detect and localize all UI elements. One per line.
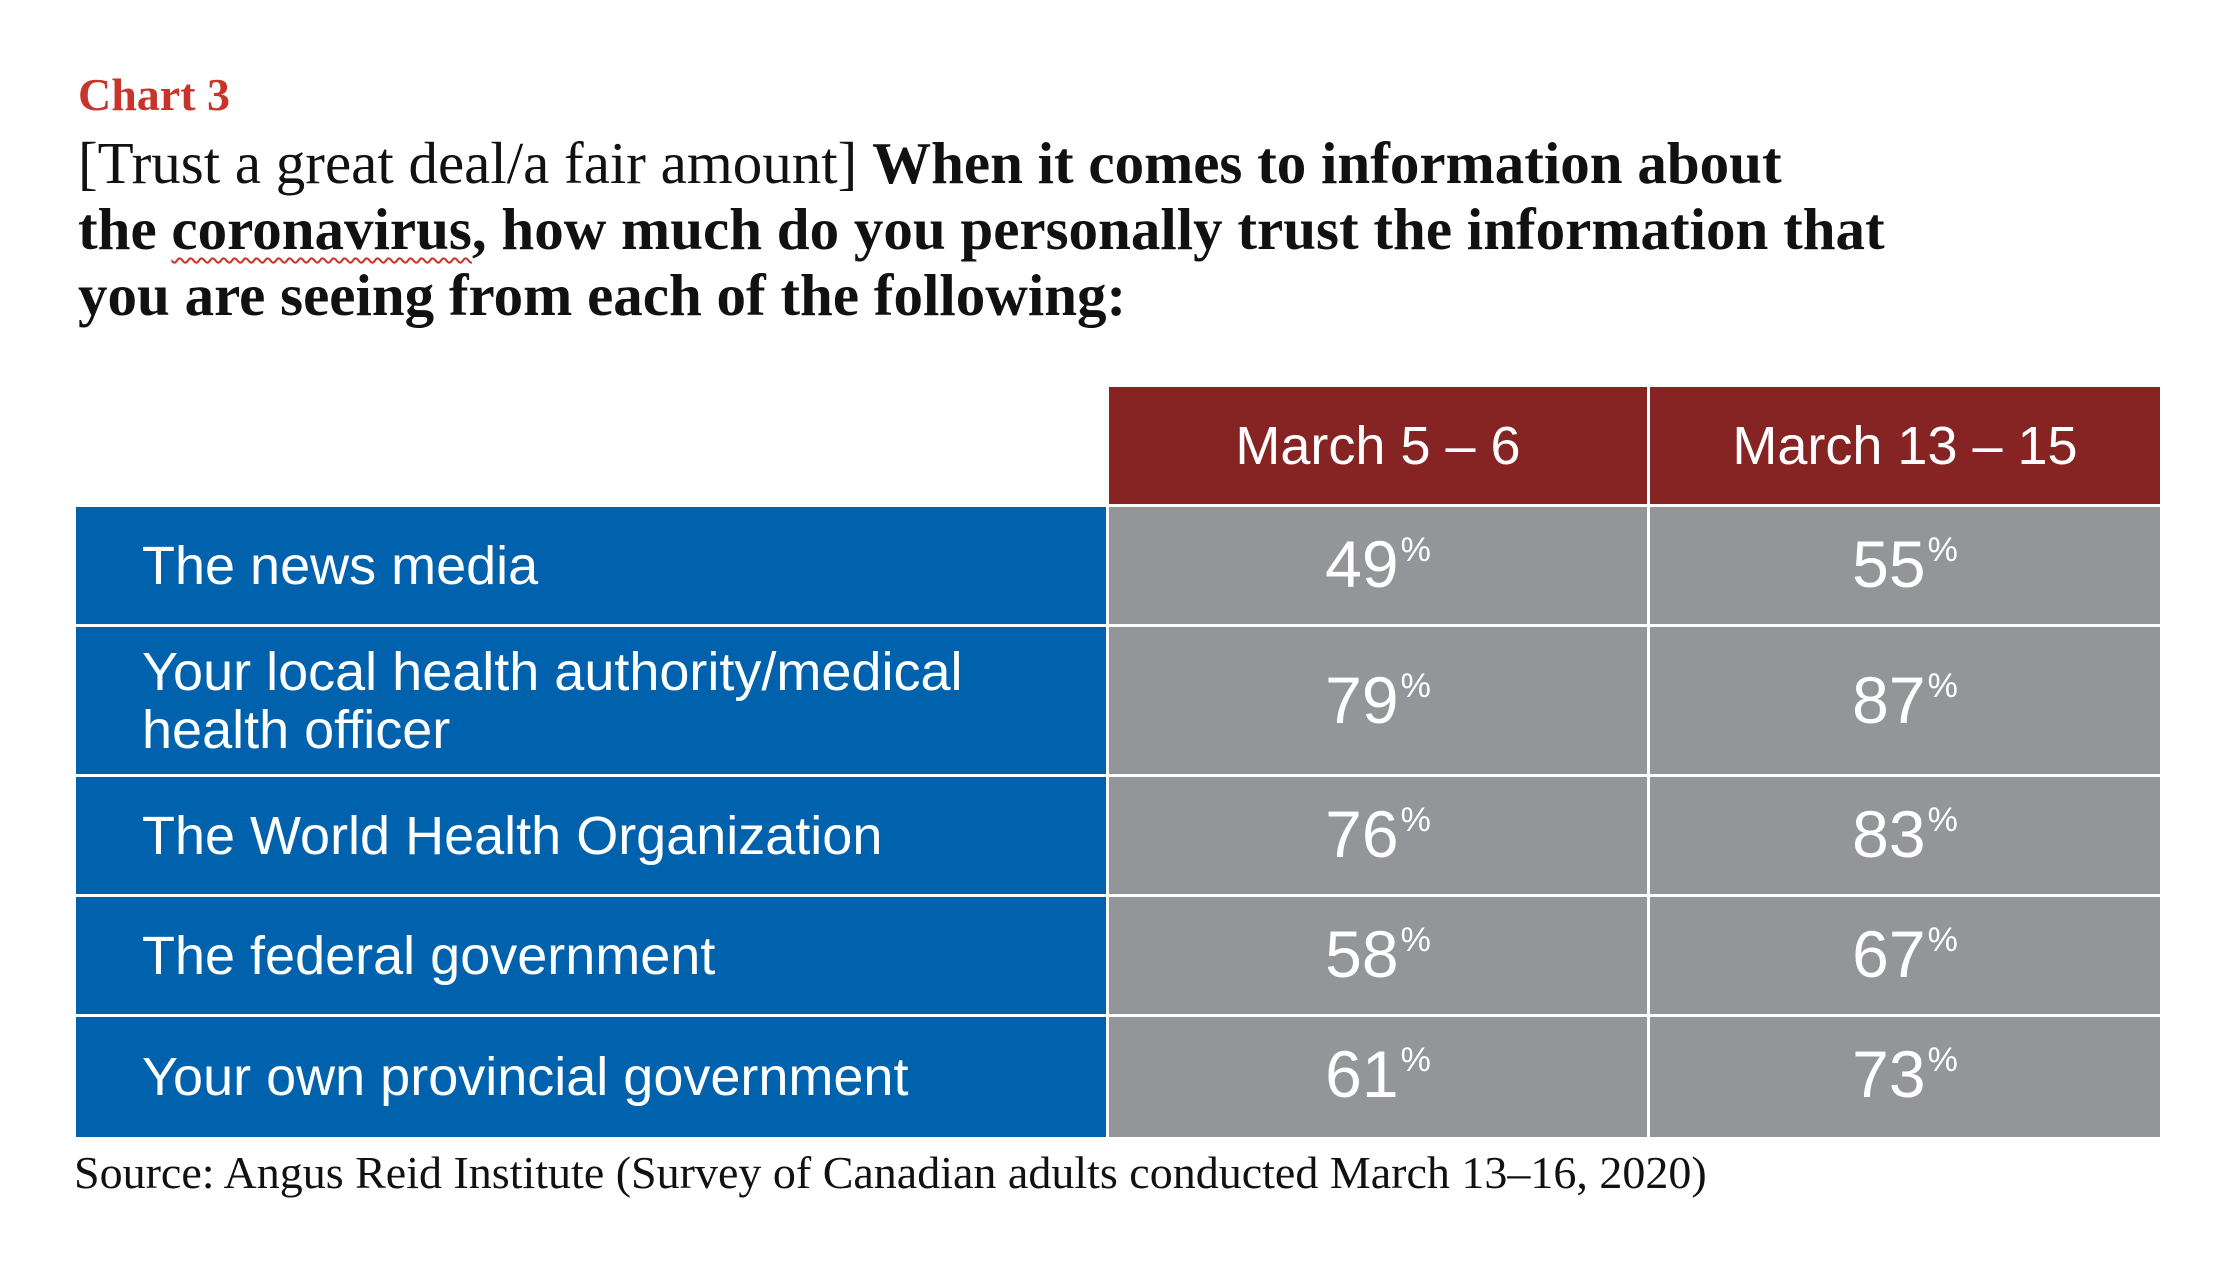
question-text: [Trust a great deal/a fair amount] When … — [78, 130, 2178, 328]
value-cell: 61% — [1109, 1017, 1647, 1137]
value-cell: 73% — [1650, 1017, 2160, 1137]
value-number: 67 — [1852, 917, 1926, 991]
value-number: 73 — [1852, 1037, 1926, 1111]
value-number: 49 — [1325, 527, 1399, 601]
chart-label: Chart 3 — [78, 69, 231, 120]
row-label: The news media — [76, 507, 1106, 624]
percent-sign: % — [1400, 921, 1431, 959]
percent-sign: % — [1927, 1041, 1958, 1079]
source-note: Source: Angus Reid Institute (Survey of … — [74, 1147, 1707, 1198]
value-cell: 67% — [1650, 897, 2160, 1014]
question-line-2-pre: the — [78, 196, 157, 262]
column-header: March 5 – 6 — [1109, 387, 1647, 504]
percent-sign: % — [1927, 667, 1958, 705]
row-label: Your own provincial government — [76, 1017, 1106, 1137]
question-lead: [Trust a great deal/a fair amount] — [78, 130, 858, 196]
value-cell: 83% — [1650, 777, 2160, 894]
value-cell: 55% — [1650, 507, 2160, 624]
question-line-3: you are seeing from each of the followin… — [78, 262, 1127, 328]
row-label-text: The federal government — [142, 925, 716, 986]
value-cell: 76% — [1109, 777, 1647, 894]
row-label-text: The World Health Organization — [142, 805, 883, 866]
value-number: 55 — [1852, 527, 1926, 601]
value-number: 79 — [1325, 663, 1399, 737]
row-label-text: Your local health authority/medical heal… — [142, 641, 963, 760]
question-line-2-post: , how much do you personally trust the i… — [471, 196, 1885, 262]
percent-sign: % — [1927, 531, 1958, 569]
value-number: 61 — [1325, 1037, 1399, 1111]
spellcheck-word: coronavirus — [171, 196, 472, 262]
percent-sign: % — [1927, 921, 1958, 959]
row-label-text: The news media — [142, 535, 539, 596]
question-line-1: When it comes to information about — [872, 130, 1782, 196]
percent-sign: % — [1400, 801, 1431, 839]
column-header: March 13 – 15 — [1650, 387, 2160, 504]
value-number: 83 — [1852, 797, 1926, 871]
trust-table: March 5 – 6 March 13 – 15 The news media… — [76, 387, 2160, 1137]
value-number: 58 — [1325, 917, 1399, 991]
value-cell: 49% — [1109, 507, 1647, 624]
value-cell: 87% — [1650, 627, 2160, 774]
row-label-text: Your own provincial government — [142, 1047, 909, 1107]
percent-sign: % — [1927, 801, 1958, 839]
row-label: Your local health authority/medical heal… — [76, 627, 1106, 774]
row-label: The World Health Organization — [76, 777, 1106, 894]
value-number: 87 — [1852, 663, 1926, 737]
percent-sign: % — [1400, 531, 1431, 569]
value-cell: 58% — [1109, 897, 1647, 1014]
percent-sign: % — [1400, 667, 1431, 705]
row-label: The federal government — [76, 897, 1106, 1014]
percent-sign: % — [1400, 1041, 1431, 1079]
value-number: 76 — [1325, 797, 1399, 871]
value-cell: 79% — [1109, 627, 1647, 774]
